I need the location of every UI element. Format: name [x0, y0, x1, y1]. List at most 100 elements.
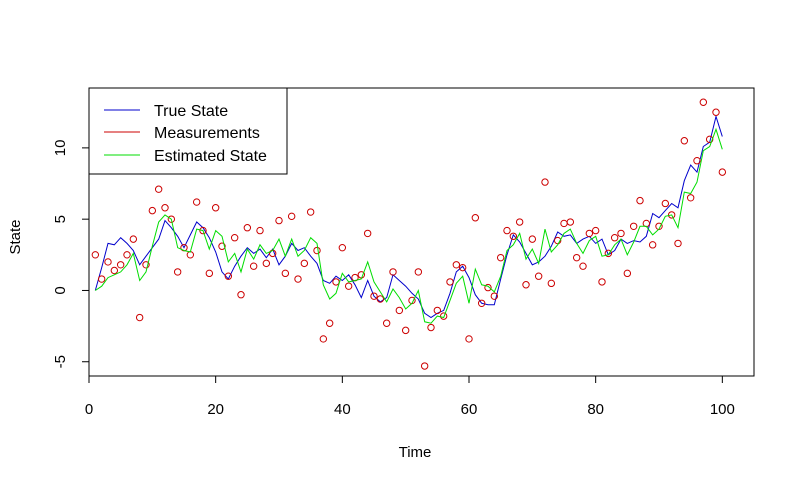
point-measurements	[427, 323, 435, 332]
point-measurements	[705, 135, 714, 144]
y-tick-label: 0	[52, 286, 69, 294]
legend-label-measurements: Measurements	[154, 125, 260, 142]
point-measurements	[534, 272, 543, 280]
point-measurements	[661, 199, 670, 208]
point-measurements	[636, 196, 644, 205]
point-measurements	[97, 275, 106, 283]
point-measurements	[617, 229, 625, 238]
point-measurements	[401, 326, 410, 335]
y-tick-label: -5	[52, 355, 69, 368]
x-tick-label: 80	[587, 401, 604, 418]
series-line-estimated-state	[95, 127, 723, 324]
point-measurements	[199, 226, 207, 235]
point-measurements	[395, 306, 404, 315]
point-measurements	[281, 269, 290, 278]
point-measurements	[129, 235, 138, 243]
point-measurements	[104, 258, 112, 266]
x-axis-label: Time	[399, 444, 432, 461]
point-measurements	[414, 268, 423, 276]
point-measurements	[173, 268, 182, 276]
y-tick-label: 5	[52, 215, 69, 223]
x-tick-label: 100	[710, 401, 735, 418]
x-tick-label: 40	[334, 401, 351, 418]
point-measurements	[287, 212, 296, 221]
point-measurements	[275, 216, 283, 225]
point-measurements	[338, 243, 347, 252]
x-tick-label: 60	[461, 401, 478, 418]
point-measurements	[553, 236, 562, 245]
point-measurements	[579, 262, 587, 270]
point-measurements	[439, 312, 448, 320]
point-measurements	[249, 262, 258, 270]
point-measurements	[458, 263, 467, 272]
point-measurements	[433, 306, 442, 315]
point-measurements	[344, 282, 353, 290]
point-measurements	[192, 198, 201, 206]
point-measurements	[110, 266, 119, 275]
point-measurements	[503, 226, 511, 235]
series-line-true-state	[94, 114, 723, 319]
point-measurements	[585, 229, 594, 238]
series-layer	[91, 98, 727, 370]
point-measurements	[541, 178, 549, 186]
point-measurements	[376, 295, 385, 303]
point-measurements	[642, 219, 651, 228]
point-measurements	[186, 251, 195, 259]
point-measurements	[699, 98, 708, 106]
point-measurements	[256, 226, 264, 235]
y-axis-label: State	[7, 219, 24, 254]
x-axis: 0 20 40 60 80 100	[85, 375, 735, 418]
point-measurements	[490, 292, 499, 300]
point-measurements	[674, 239, 682, 248]
point-measurements	[148, 206, 157, 215]
point-measurements	[629, 222, 638, 230]
point-measurements	[471, 214, 480, 222]
point-measurements	[237, 291, 245, 299]
point-measurements	[484, 283, 492, 292]
point-measurements	[560, 219, 568, 228]
x-tick-label: 20	[207, 401, 224, 418]
point-measurements	[477, 299, 486, 307]
point-measurements	[161, 204, 169, 212]
point-measurements	[243, 224, 252, 232]
legend: True State Measurements Estimated State	[88, 87, 288, 175]
y-axis: -5 0 5 10	[52, 140, 90, 368]
point-measurements	[205, 269, 214, 278]
point-measurements	[566, 218, 575, 226]
point-measurements	[420, 362, 429, 370]
point-measurements	[167, 215, 176, 223]
point-measurements	[465, 335, 473, 343]
legend-label-estimated-state: Estimated State	[154, 148, 267, 165]
y-tick-label: 10	[52, 140, 69, 157]
point-measurements	[572, 253, 581, 262]
point-measurements	[515, 218, 524, 226]
point-measurements	[718, 168, 727, 176]
point-measurements	[686, 194, 695, 202]
point-measurements	[218, 242, 226, 250]
point-measurements	[154, 185, 163, 193]
point-measurements	[382, 319, 391, 327]
point-measurements	[591, 226, 600, 235]
point-measurements	[319, 335, 328, 343]
point-measurements	[547, 279, 556, 288]
point-measurements	[116, 261, 125, 269]
point-measurements	[363, 229, 372, 238]
point-measurements	[294, 275, 302, 283]
point-measurements	[693, 157, 701, 165]
point-measurements	[496, 253, 505, 262]
point-measurements	[667, 211, 676, 219]
point-measurements	[509, 232, 518, 240]
point-measurements	[522, 281, 530, 289]
point-measurements	[230, 234, 239, 242]
point-measurements	[313, 246, 321, 255]
point-measurements	[528, 235, 537, 243]
point-measurements	[680, 137, 689, 145]
point-measurements	[306, 208, 315, 216]
point-measurements	[389, 268, 397, 276]
point-measurements	[91, 251, 100, 259]
point-measurements	[300, 259, 309, 268]
point-measurements	[211, 204, 220, 212]
point-measurements	[370, 292, 378, 300]
point-measurements	[332, 278, 340, 286]
